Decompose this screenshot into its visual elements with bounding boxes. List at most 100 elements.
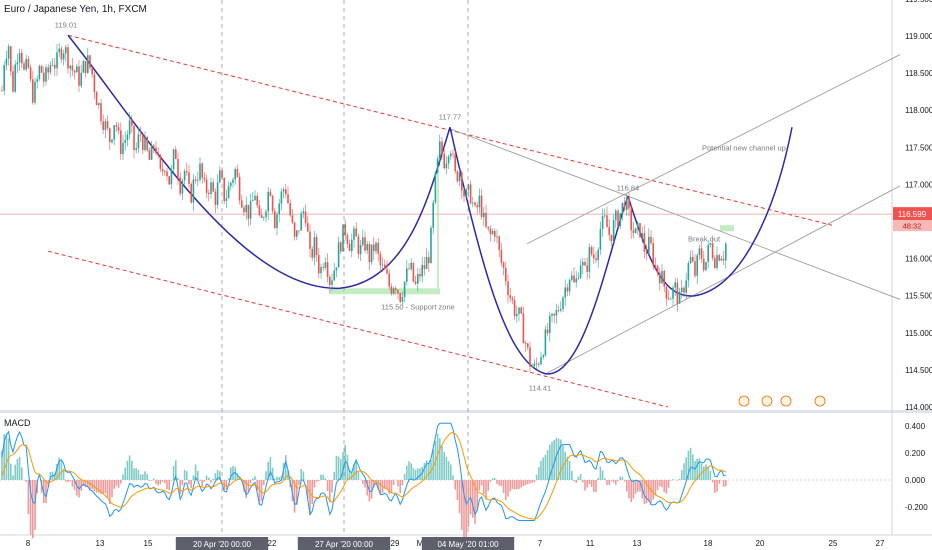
- macd-histogram-bar: [342, 452, 344, 480]
- macd-histogram-bar: [45, 480, 47, 504]
- macd-histogram-bar: [62, 468, 65, 480]
- macd-histogram-bar: [687, 450, 690, 480]
- macd-histogram-bar: [417, 468, 419, 480]
- candle-body: [681, 287, 683, 292]
- macd-histogram-bar: [652, 480, 654, 500]
- macd-histogram-bar: [467, 480, 470, 528]
- macd-histogram-bar: [258, 480, 261, 504]
- candle-body: [379, 253, 382, 266]
- macd-histogram-bar: [555, 437, 558, 480]
- candle-body: [76, 66, 78, 73]
- candle-body: [333, 270, 335, 281]
- macd-histogram-bar: [164, 480, 166, 484]
- candle-body: [276, 214, 278, 229]
- candle-body: [465, 189, 467, 197]
- macd-histogram-bar: [329, 480, 331, 503]
- macd-histogram-bar: [419, 468, 421, 480]
- candle-body: [456, 171, 459, 182]
- candle-body: [443, 153, 445, 169]
- macd-histogram-bar: [177, 477, 179, 480]
- macd-histogram-bar: [150, 480, 153, 481]
- candle-body: [663, 270, 665, 287]
- macd-histogram-bar: [210, 480, 212, 483]
- macd-histogram-bar: [67, 480, 69, 483]
- candle-body: [513, 300, 516, 317]
- candle-body: [562, 297, 564, 310]
- macd-histogram-bar: [700, 463, 703, 480]
- macd-histogram-bar: [208, 477, 210, 480]
- macd-histogram-bar: [331, 480, 333, 493]
- candle-body: [148, 150, 151, 160]
- macd-histogram-bar: [441, 445, 443, 480]
- candle-body: [458, 172, 461, 182]
- macd-histogram-bar: [707, 466, 709, 480]
- candle-body: [135, 148, 137, 151]
- candle-body: [364, 237, 366, 251]
- candle-body: [302, 211, 305, 214]
- macd-histogram-bar: [445, 456, 448, 480]
- candle-body: [621, 202, 624, 214]
- macd-histogram-bar: [474, 480, 476, 524]
- macd-histogram-bar: [34, 480, 36, 530]
- candle-body: [511, 298, 514, 301]
- candle-body: [324, 262, 327, 268]
- macd-histogram-bar: [21, 467, 23, 480]
- text-note: Break out: [688, 235, 721, 244]
- macd-histogram-bar: [214, 472, 217, 480]
- candle-body: [430, 227, 432, 264]
- macd-histogram-bar: [399, 480, 401, 494]
- candle-body: [122, 142, 124, 155]
- macd-histogram-bar: [175, 460, 177, 480]
- macd-histogram-bar: [89, 480, 91, 491]
- candle-body: [230, 182, 232, 187]
- macd-histogram-bar: [335, 455, 338, 480]
- candle-body: [62, 53, 65, 60]
- macd-histogram-bar: [113, 480, 115, 489]
- candle-body: [254, 195, 256, 201]
- macd-histogram-bar: [161, 480, 164, 482]
- macd-histogram-bar: [298, 480, 300, 485]
- macd-histogram-bar: [667, 480, 670, 488]
- macd-histogram-bar: [491, 478, 494, 480]
- candle-body: [500, 249, 503, 263]
- candle-body: [227, 186, 230, 199]
- macd-histogram-bar: [263, 480, 265, 486]
- macd-histogram-bar: [496, 480, 498, 484]
- candle-body: [337, 242, 340, 268]
- macd-histogram-bar: [106, 480, 109, 498]
- macd-histogram-bar: [249, 480, 252, 484]
- macd-histogram-bar: [245, 480, 247, 499]
- macd-histogram-bar: [302, 471, 305, 480]
- candle-body: [172, 149, 175, 169]
- macd-histogram-bar: [478, 480, 481, 491]
- macd-histogram-bar: [656, 480, 659, 491]
- candle-body: [340, 242, 342, 252]
- macd-histogram-bar: [643, 480, 646, 504]
- candle-body: [568, 279, 571, 292]
- candle-body: [201, 163, 203, 178]
- candle-body: [461, 172, 463, 191]
- candle-body: [346, 235, 349, 244]
- last-price-value: 116.599: [898, 210, 927, 219]
- macd-tick-label: 0.000: [905, 476, 926, 485]
- candle-body: [408, 268, 410, 270]
- price-tick-label: 118.500: [905, 69, 932, 78]
- candle-body: [571, 275, 573, 280]
- macd-histogram-bar: [476, 480, 478, 511]
- macd-histogram-bar: [205, 475, 208, 480]
- time-tick-label: 18: [704, 539, 713, 548]
- price-tick-label: 117.500: [905, 143, 932, 152]
- drawing-overlays: [0, 34, 901, 408]
- macd-histogram-bar: [575, 480, 577, 483]
- candle-body: [474, 202, 476, 206]
- candle-body: [573, 275, 575, 283]
- candle-body: [412, 262, 415, 282]
- candle-body: [516, 313, 518, 317]
- candle-body: [421, 264, 423, 277]
- macd-histogram-bar: [406, 465, 408, 480]
- macd-histogram-bar: [705, 464, 707, 480]
- macd-histogram-bar: [447, 461, 450, 480]
- candle-body: [40, 65, 43, 73]
- candle-body: [650, 236, 652, 244]
